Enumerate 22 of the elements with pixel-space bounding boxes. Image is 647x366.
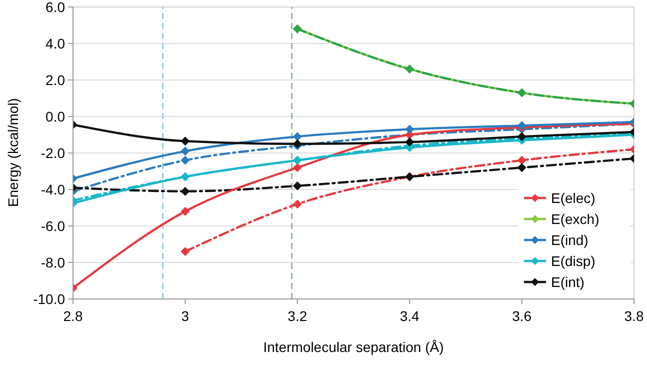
legend-label: E(int) bbox=[551, 274, 584, 290]
x-axis-title: Intermolecular separation (Å) bbox=[263, 339, 444, 355]
y-tick-label: -2.0 bbox=[40, 144, 66, 161]
x-tick-label: 3.6 bbox=[512, 308, 532, 324]
y-tick-label: -8.0 bbox=[40, 254, 66, 270]
y-tick-label: 0.0 bbox=[46, 108, 66, 124]
legend-label: E(exch) bbox=[551, 210, 600, 227]
legend-label: E(ind) bbox=[551, 232, 588, 248]
y-tick-label: -4.0 bbox=[40, 181, 66, 198]
x-tick-label: 3 bbox=[181, 308, 190, 324]
x-tick-label: 3.8 bbox=[624, 308, 644, 324]
y-tick-label: 2.0 bbox=[46, 72, 66, 88]
legend-label: E(elec) bbox=[551, 190, 596, 206]
y-axis-title: Energy (kcal/mol) bbox=[5, 98, 21, 207]
x-tick-label: 3.2 bbox=[288, 308, 308, 324]
y-tick-label: 4.0 bbox=[46, 35, 66, 52]
y-tick-label: -10.0 bbox=[33, 290, 66, 307]
y-tick-label: -6.0 bbox=[40, 218, 66, 234]
x-tick-label: 2.8 bbox=[63, 308, 83, 324]
y-tick-label: 6.0 bbox=[46, 0, 66, 15]
legend-label: E(disp) bbox=[551, 252, 596, 269]
x-tick-label: 3.4 bbox=[400, 308, 420, 324]
